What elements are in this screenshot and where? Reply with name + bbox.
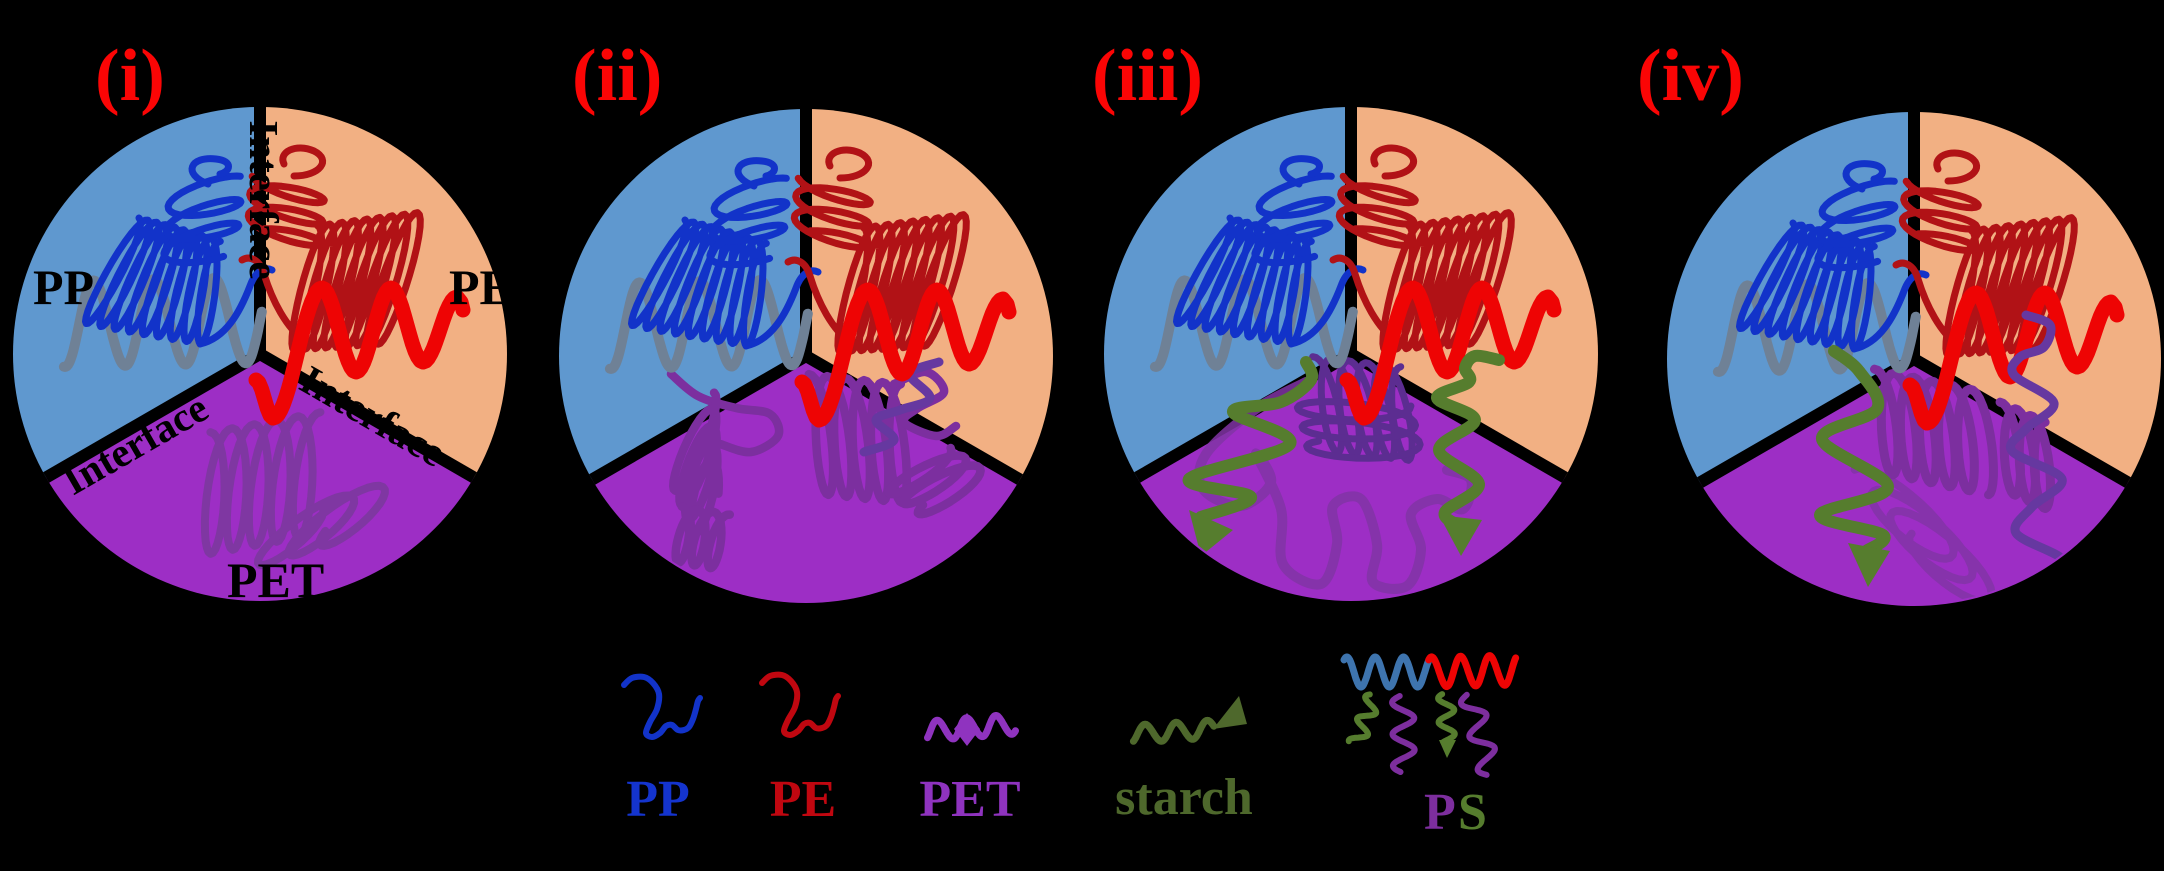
svg-text:S: S [1458,784,1487,841]
svg-text:(ii): (ii) [572,35,662,117]
svg-text:PET: PET [227,552,324,608]
svg-text:PE: PE [770,771,836,828]
svg-text:PET: PET [919,771,1020,828]
svg-text:(i): (i) [95,35,165,117]
svg-text:(iii): (iii) [1092,35,1203,117]
svg-text:PP: PP [33,259,94,315]
svg-text:P: P [1424,784,1456,841]
svg-text:PP: PP [626,771,690,828]
svg-text:PE: PE [449,259,513,315]
svg-text:starch: starch [1115,769,1253,826]
svg-text:Interface: Interface [241,120,287,279]
svg-text:(iv): (iv) [1637,35,1744,117]
